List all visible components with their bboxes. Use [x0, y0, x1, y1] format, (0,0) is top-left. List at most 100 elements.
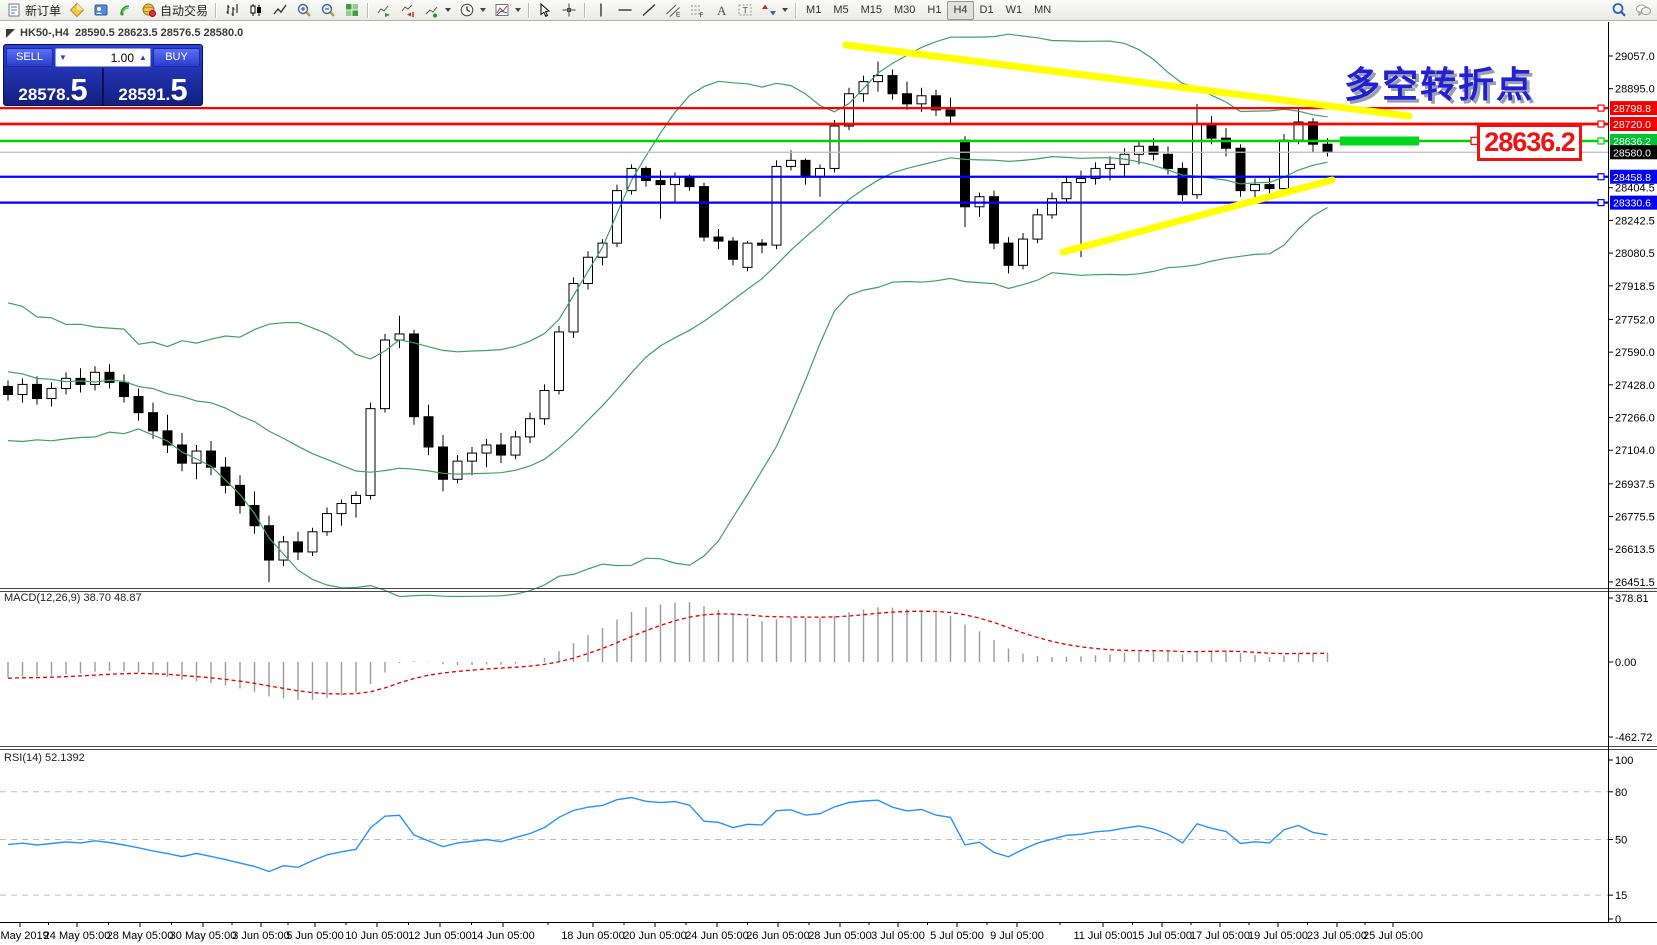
- new-order-button[interactable]: 新订单: [2, 1, 65, 20]
- candlestick-chart-icon[interactable]: [244, 1, 268, 20]
- bullish-candle: [1134, 145, 1144, 155]
- time-axis-label: 14 Jun 05:00: [471, 930, 535, 942]
- bullish-candle: [307, 531, 318, 553]
- auto-scroll-icon[interactable]: [372, 1, 396, 20]
- diamond-icon[interactable]: [65, 1, 89, 20]
- cursor-icon[interactable]: [533, 1, 557, 20]
- autotrading-button[interactable]: 自动交易: [137, 1, 212, 20]
- oneclick-collapse-arrow[interactable]: [6, 29, 15, 38]
- volume-stepper[interactable]: ▼ 1.00 ▲: [55, 48, 151, 67]
- bearish-candle: [1322, 143, 1333, 153]
- bearish-candle: [655, 180, 666, 186]
- zoom-in-icon[interactable]: [292, 1, 316, 20]
- price-badge: [1610, 133, 1657, 148]
- sell-price[interactable]: 28578. 5: [4, 68, 104, 106]
- price-badge-label: 28330.6: [1613, 198, 1651, 210]
- price-axis-label: 27590.0: [1615, 347, 1655, 359]
- tile-windows-icon[interactable]: [340, 1, 364, 20]
- bearish-candle: [1163, 153, 1173, 169]
- chart-shift-icon[interactable]: [396, 1, 420, 20]
- bearish-candle: [148, 412, 158, 432]
- sell-price-last-digit: 5: [70, 71, 88, 107]
- timeframe-button-m5[interactable]: M5: [833, 3, 849, 16]
- timeframe-button-h4[interactable]: H4: [947, 0, 974, 20]
- price-badge-label: 28636.2: [1613, 136, 1651, 148]
- line-handle[interactable]: [1597, 120, 1605, 128]
- bearish-candle: [931, 95, 941, 111]
- bollinger-lower-band: [7, 206, 1328, 598]
- trendline-icon[interactable]: [637, 1, 661, 20]
- line-handle[interactable]: [1597, 173, 1605, 181]
- time-axis-label: 24 Jun 05:00: [685, 930, 749, 942]
- chat-icon[interactable]: [1631, 1, 1655, 20]
- line-handle[interactable]: [1597, 137, 1605, 145]
- timeframe-button-m30[interactable]: M30: [894, 3, 916, 16]
- macd-axis-label: -462.72: [1615, 732, 1652, 744]
- timeframe-button-m1[interactable]: M1: [806, 3, 822, 16]
- terminal-icon[interactable]: [89, 1, 113, 20]
- price-badge-label: 28580.0: [1613, 147, 1651, 159]
- price-axis-label: 26451.5: [1615, 577, 1655, 589]
- bullish-candle: [742, 242, 753, 268]
- timeframe-button-m15[interactable]: M15: [860, 3, 882, 16]
- line-handle[interactable]: [1597, 199, 1605, 207]
- volume-down-arrow[interactable]: ▼: [59, 53, 67, 62]
- dropdown-caret-icon[interactable]: [480, 8, 487, 12]
- buy-button[interactable]: BUY: [153, 48, 200, 67]
- fibonacci-icon[interactable]: F: [685, 1, 709, 20]
- timeframe-button-d1[interactable]: D1: [979, 3, 994, 16]
- dropdown-caret-icon[interactable]: [445, 8, 452, 12]
- sell-button[interactable]: SELL: [6, 48, 53, 67]
- bullish-candle: [1090, 167, 1101, 180]
- time-axis-label: 28 May 05:00: [107, 930, 174, 942]
- price-axis-label: 27428.0: [1615, 380, 1655, 392]
- toolbar: 新订单 自动交易 E F A T M1 M5 M15 M30 H1 H4 D1 W1 MN: [0, 0, 1657, 21]
- zoom-out-icon[interactable]: [316, 1, 340, 20]
- volume-up-arrow[interactable]: ▲: [139, 53, 147, 62]
- yellow-trendline-upper[interactable]: [842, 41, 1413, 120]
- vertical-line-icon[interactable]: [589, 1, 613, 20]
- price-level-box[interactable]: 28636.2: [1477, 124, 1582, 161]
- price-axis-label: 26613.5: [1615, 544, 1655, 556]
- dropdown-caret-icon[interactable]: [782, 8, 789, 12]
- line-chart-icon[interactable]: [268, 1, 292, 20]
- price-axis-label: 27752.0: [1615, 314, 1655, 326]
- periods-icon[interactable]: [455, 1, 490, 20]
- price-axis-label: 28080.5: [1615, 248, 1655, 260]
- horizontal-line-icon[interactable]: [613, 1, 637, 20]
- timeframe-button-h1[interactable]: H1: [927, 3, 942, 16]
- bar-chart-icon[interactable]: [220, 1, 244, 20]
- crosshair-icon[interactable]: [557, 1, 581, 20]
- volume-value[interactable]: 1.00: [110, 50, 134, 65]
- arrows-icon[interactable]: [757, 1, 792, 20]
- bearish-candle: [438, 446, 448, 480]
- time-axis-label: 5 Jul 05:00: [930, 930, 984, 942]
- buy-price[interactable]: 28591. 5: [104, 68, 202, 106]
- timeframe-button-mn[interactable]: MN: [1034, 3, 1052, 16]
- bearish-candle: [1308, 121, 1318, 145]
- yellow-trendline-lower[interactable]: [1059, 176, 1336, 256]
- text-label-icon[interactable]: T: [733, 1, 757, 20]
- templates-icon[interactable]: [490, 1, 525, 20]
- indicators-icon[interactable]: [420, 1, 455, 20]
- signals-icon[interactable]: [113, 1, 137, 20]
- bearish-candle: [1003, 242, 1014, 266]
- bullish-candle: [771, 165, 782, 246]
- text-icon[interactable]: A: [709, 1, 733, 20]
- timeframe-button-w1[interactable]: W1: [1005, 3, 1023, 16]
- bearish-candle: [641, 167, 651, 182]
- search-icon[interactable]: [1607, 1, 1631, 20]
- time-axis-label: 11 Jul 05:00: [1073, 930, 1132, 942]
- bearish-candle: [104, 371, 115, 383]
- price-badge: [1610, 145, 1657, 160]
- bullish-candle: [1279, 139, 1289, 190]
- line-handle[interactable]: [1597, 104, 1605, 112]
- macd-axis-label: 378.81: [1615, 593, 1649, 605]
- panel-separators: [0, 22, 1657, 923]
- equidistant-channel-icon[interactable]: E: [661, 1, 685, 20]
- price-axis[interactable]: 29057.0 28895.0 28242.5 28080.5 27918.5 27752…: [1608, 51, 1655, 589]
- price-axis-label: 27104.0: [1615, 445, 1655, 457]
- dropdown-caret-icon[interactable]: [515, 8, 522, 12]
